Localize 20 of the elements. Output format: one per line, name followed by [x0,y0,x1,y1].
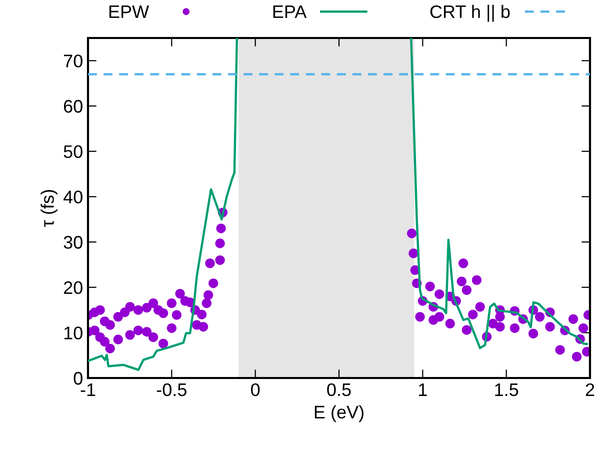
y-tick-label: 40 [63,190,82,204]
y-tick-label: 60 [64,100,82,113]
x-tick-label: -0.5 [156,383,186,396]
legend-label: EPA [273,6,307,18]
y-tick-label: 70 [64,54,82,68]
y-tick-label: 0 [74,372,82,385]
x-tick-label: 0.5 [327,383,351,396]
x-tick-label: 1 [419,384,427,396]
x-tick-label: -1 [80,384,96,396]
x-tick-label: 0 [251,383,260,396]
legend-label: CRT h || b [430,4,510,22]
y-axis-title: τ (fs) [40,190,58,227]
y-tick-label: 50 [64,145,82,158]
y-tick-label: 10 [64,326,82,340]
y-tick-label: 30 [64,236,82,249]
legend-label: EPW [109,6,150,18]
x-axis-title: E (eV) [314,405,364,422]
x-tick-label: 1.5 [495,384,518,396]
x-tick-label: 2 [586,383,594,396]
y-tick-label: 20 [64,281,82,294]
